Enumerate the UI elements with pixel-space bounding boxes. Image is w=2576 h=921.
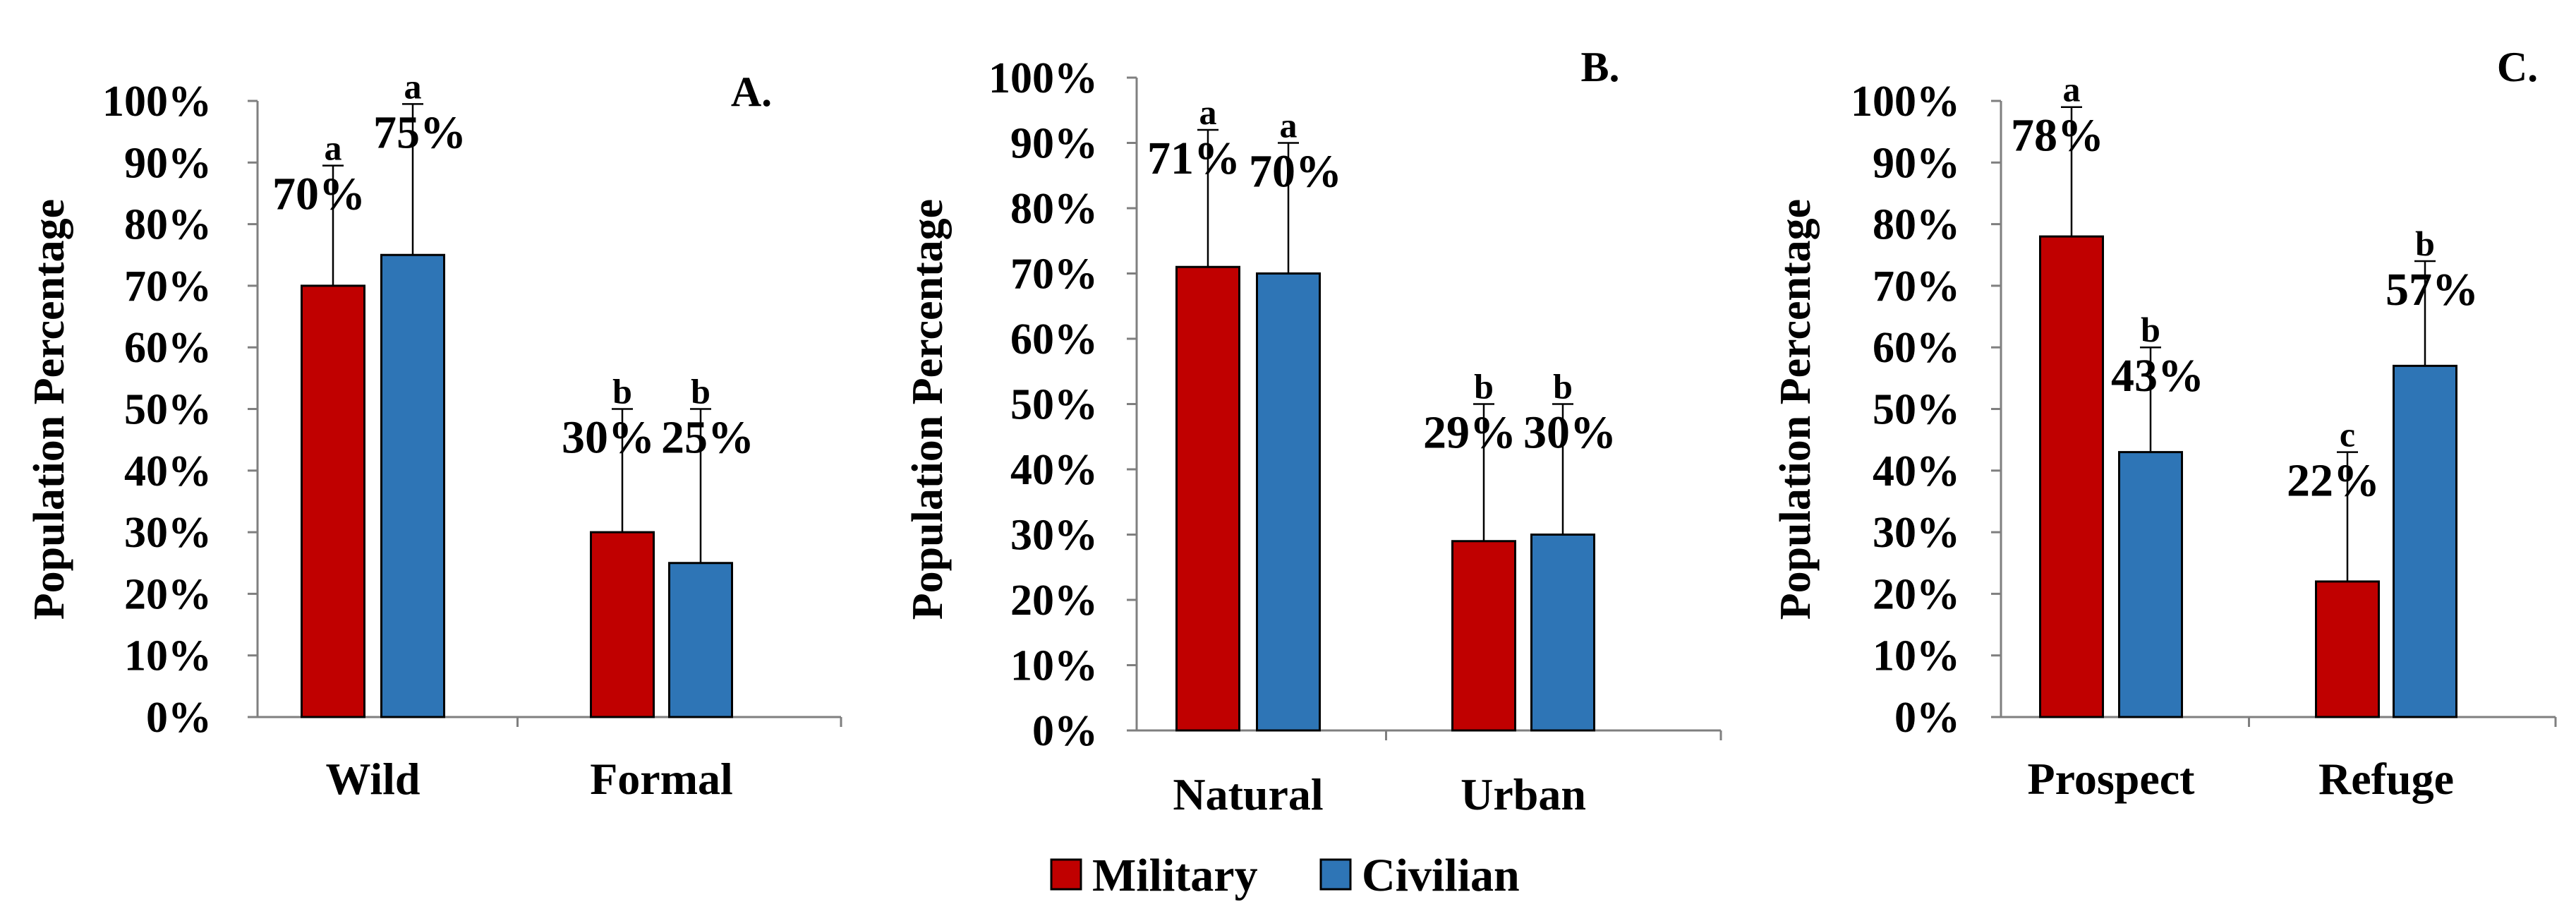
legend-item-civilian: Civilian [1319,850,1520,901]
bar-civilian [380,253,445,718]
y-tick-label: 60% [1873,324,1960,372]
data-label: 25% [661,412,754,464]
data-label: 30% [1523,407,1616,459]
y-tick-label: 0% [146,694,212,742]
y-tick-label: 70% [1873,263,1960,311]
bar-civilian [1256,272,1321,732]
data-label: 30% [562,412,655,464]
y-tick-label: 60% [1010,315,1098,363]
y-tick-label: 70% [1010,251,1098,299]
bar-civilian [668,562,733,718]
y-tick-label: 20% [1010,577,1098,625]
significance-letter: b [1474,367,1494,407]
y-tick-label: 70% [124,263,212,311]
y-tick-label: 100% [102,78,212,126]
y-tick-label: 50% [1873,386,1960,434]
y-tick-label: 30% [124,509,212,557]
y-tick-label: 40% [124,447,212,495]
y-tick-label: 80% [1873,201,1960,249]
y-tick-label: 90% [124,139,212,187]
significance-letter: a [2063,70,2081,109]
bar-military [301,284,365,718]
category-label: Refuge [2318,754,2454,804]
bar-civilian [1530,534,1595,732]
y-tick-label: 80% [1010,185,1098,233]
y-tick-label: 10% [1873,632,1960,680]
y-axis-label: Population Percentage [904,199,952,620]
significance-letter: b [2141,310,2160,349]
significance-letter: a [325,128,342,168]
significance-letter: b [691,372,710,411]
y-tick-label: 100% [988,54,1098,102]
y-tick-label: 0% [1894,694,1960,742]
legend-label: Military [1092,850,1258,901]
bar-military [1451,540,1516,732]
data-label: 22% [2287,455,2380,507]
bar-civilian [2118,451,2183,718]
bar-military [590,531,655,718]
significance-letter: a [1280,106,1298,145]
panel-title: C. [2497,44,2538,90]
y-tick-label: 90% [1873,139,1960,187]
y-axis-label: Population Percentage [1772,199,1820,620]
y-tick-label: 30% [1010,512,1098,560]
significance-letter: b [2415,224,2435,263]
category-label: Formal [590,754,733,804]
y-tick-label: 20% [124,570,212,618]
y-tick-label: 50% [124,386,212,434]
y-tick-label: 80% [124,201,212,249]
legend-item-military: Military [1050,850,1258,901]
significance-letter: a [404,66,422,106]
y-tick-label: 0% [1032,707,1098,755]
y-tick-label: 40% [1010,446,1098,494]
category-label: Wild [326,754,421,804]
legend: Military Civilian [1050,850,1520,901]
legend-label: Civilian [1362,850,1520,901]
bar-military [1175,265,1240,732]
chart-panel-c: 0% 10% 20% 30% 40% 50% 60% 70% 80% 90% 100% Populat… [1772,44,2557,804]
y-tick-label: 90% [1010,120,1098,168]
data-label: 78% [2011,110,2104,162]
y-tick-label: 100% [1851,78,1960,126]
bar-civilian [2393,364,2457,718]
data-label: 75% [373,107,466,158]
significance-letter: c [2340,415,2355,455]
y-tick-label: 10% [1010,642,1098,690]
legend-swatch [1319,858,1352,891]
significance-letter: b [1553,367,1573,407]
y-tick-label: 30% [1873,509,1960,557]
significance-letter: b [612,372,632,411]
y-tick-label: 50% [1010,381,1098,429]
category-label: Natural [1173,769,1323,819]
data-label: 57% [2385,264,2479,315]
data-label: 29% [1423,407,1516,459]
bar-military [2315,580,2380,718]
chart-panel-b: 0% 10% 20% 30% 40% 50% 60% 70% 80% 90% 100% Populat… [904,44,1722,819]
significance-letter: a [1199,92,1217,132]
data-label: 43% [2111,350,2204,402]
y-tick-label: 60% [124,324,212,372]
panel-title: A. [731,68,772,115]
y-axis-label: Population Percentage [25,199,73,620]
legend-swatch [1050,858,1082,891]
y-tick-label: 10% [124,632,212,680]
data-label: 70% [1249,146,1342,198]
category-label: Urban [1461,769,1586,819]
panel-title: B. [1580,44,1619,90]
y-tick-label: 20% [1873,570,1960,618]
bar-military [2039,235,2104,718]
y-tick-label: 40% [1873,447,1960,495]
chart-panel-a: 0% 10% 20% 30% 40% 50% 60% 70% 80% 90% 100% Populat… [25,66,842,804]
data-label: 70% [272,169,365,220]
data-label: 71% [1147,133,1240,184]
category-label: Prospect [2028,754,2196,804]
